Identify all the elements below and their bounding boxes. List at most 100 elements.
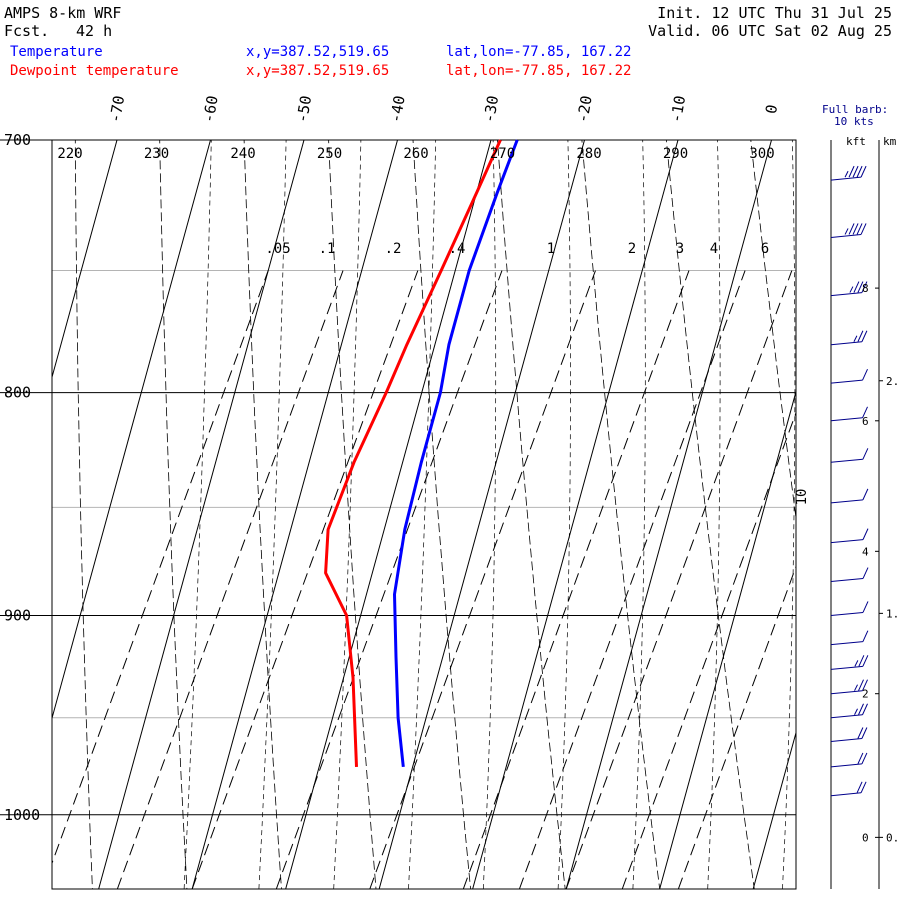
wind-barb xyxy=(830,630,869,646)
moist-adiabat-line xyxy=(183,140,212,889)
mixing-ratio-line xyxy=(369,270,596,889)
wind-barb-flag xyxy=(862,703,868,715)
wind-barb-staff xyxy=(830,233,862,238)
isotherm-line xyxy=(472,140,679,889)
wind-barb xyxy=(830,165,867,181)
theta-label: 240 xyxy=(230,146,255,162)
wind-barb-staff xyxy=(830,176,862,181)
isotherm-line xyxy=(52,140,211,721)
wind-barb-flag xyxy=(861,752,868,765)
wind-barb-flag xyxy=(848,223,855,235)
wind-barb-half-flag xyxy=(849,286,854,293)
model-title: AMPS 8-km WRF xyxy=(4,4,122,22)
wind-barb xyxy=(830,368,868,384)
wind-barb-flag xyxy=(862,655,869,667)
dry-adiabat-line xyxy=(74,140,93,889)
dry-adiabat-line xyxy=(412,140,472,889)
temperature-tick-label: -70 xyxy=(106,94,128,124)
km-tick-label: 0. xyxy=(886,831,899,844)
kft-tick-label: 8 xyxy=(862,282,869,295)
legend-temperature-label: Temperature xyxy=(10,44,103,60)
wind-barb-staff xyxy=(830,763,862,768)
moist-adiabats xyxy=(183,140,796,889)
mixing-ratio-line xyxy=(275,270,503,889)
wind-barb-staff xyxy=(830,641,863,646)
dry-adiabat-line xyxy=(750,140,796,522)
wind-barb xyxy=(830,703,868,719)
mixing-ratio-label: 3 xyxy=(676,241,684,257)
theta-label: 220 xyxy=(57,146,82,162)
pressure-tick-label: 900 xyxy=(4,606,31,624)
wind-barb-flag xyxy=(862,488,869,501)
pressure-tick-label: 700 xyxy=(4,131,31,149)
wind-barb-flag xyxy=(852,223,859,235)
dry-adiabat-line xyxy=(581,140,661,889)
isotherm-line xyxy=(847,140,900,889)
wind-barb-flag xyxy=(857,752,864,765)
legend-dewpoint-latlon: lat,lon=-77.85, 167.22 xyxy=(446,63,632,79)
mixing-ratio-label: 1 xyxy=(547,241,555,257)
wind-barb-staff xyxy=(830,578,864,583)
wind-barb-flag xyxy=(861,281,868,293)
wind-barb-staff xyxy=(830,690,863,695)
wind-barb-flag xyxy=(853,281,860,293)
wind-barb xyxy=(830,679,868,695)
wind-barb-half-flag xyxy=(844,228,849,235)
wind-barb xyxy=(830,655,869,670)
barb-key-line2: 10 kts xyxy=(834,115,874,128)
wind-barb-flag xyxy=(856,165,863,178)
kft-tick-label: 6 xyxy=(862,415,869,428)
wind-barb-flag xyxy=(862,406,868,419)
mixing-ratio-label: 4 xyxy=(710,241,718,257)
km-tick-label: 1. xyxy=(886,607,899,620)
moist-adiabat-line xyxy=(333,140,362,889)
wind-barb-flag xyxy=(860,781,867,793)
wind-barb-staff xyxy=(830,379,863,384)
wind-barb-flag xyxy=(862,601,869,613)
wind-barb xyxy=(830,567,869,583)
isotherm-line xyxy=(52,140,118,379)
wind-barb xyxy=(830,448,869,463)
mixing-ratio-lines xyxy=(52,270,796,889)
isotherm-line xyxy=(191,140,398,889)
wind-barb-half-flag xyxy=(853,335,858,342)
isotherm-line xyxy=(0,140,24,889)
temperature-tick-label: -20 xyxy=(573,94,595,124)
wind-barb-flag xyxy=(852,165,859,178)
wind-barb xyxy=(830,223,867,238)
kft-unit-label: kft xyxy=(846,135,866,148)
isotherm-line xyxy=(752,730,796,889)
wind-barb-flag xyxy=(857,330,864,342)
wind-barb-flag xyxy=(858,703,864,715)
dry-adiabat-line xyxy=(665,140,755,889)
mixing-ratio-line xyxy=(191,270,419,889)
legend-dewpoint-label: Dewpoint temperature xyxy=(10,63,179,79)
pressure-tick-label: 1000 xyxy=(4,806,40,824)
temperature-tick-label: -10 xyxy=(667,94,689,124)
wind-barb-staff xyxy=(830,539,864,544)
mixing-ratio-label: .2 xyxy=(385,241,402,257)
mixing-ratio-label: .05 xyxy=(265,241,290,257)
mixing-ratio-line xyxy=(462,270,690,889)
temperature-tick-label: -60 xyxy=(199,94,221,124)
wind-barb-flag xyxy=(856,223,863,235)
wind-barb-staff xyxy=(830,611,864,616)
wind-barb-flag xyxy=(858,679,864,691)
wind-barb-flag xyxy=(862,567,869,579)
moist-adiabat-line xyxy=(707,140,721,889)
wind-barb xyxy=(830,488,869,504)
moist-adiabat-line xyxy=(557,140,571,889)
wind-barb-flag xyxy=(856,781,863,793)
wind-barb xyxy=(830,281,868,297)
moist-adiabat-line xyxy=(632,140,646,889)
wind-barb-half-flag xyxy=(854,708,858,715)
kft-tick-label: 0 xyxy=(862,831,869,844)
theta-label: 230 xyxy=(144,146,169,162)
theta-label: 290 xyxy=(663,146,688,162)
wind-barb-flag xyxy=(862,448,869,460)
wind-barb-staff xyxy=(830,792,862,797)
legend-dewpoint-xy: x,y=387.52,519.65 xyxy=(246,63,390,79)
mixing-ratio-label: .1 xyxy=(319,241,336,257)
moist-adiabat-line xyxy=(782,140,796,889)
